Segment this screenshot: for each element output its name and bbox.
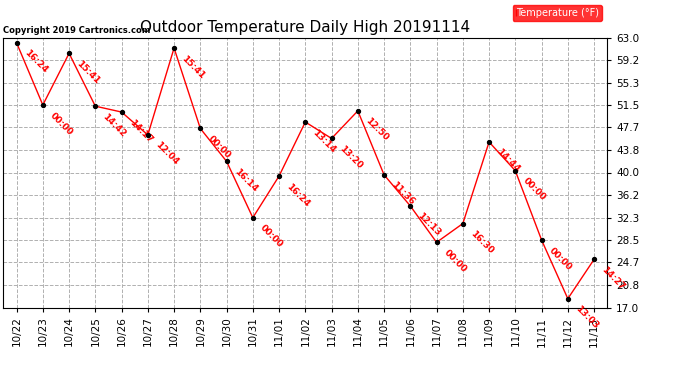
Point	[536, 237, 547, 243]
Text: 13:20: 13:20	[337, 144, 364, 171]
Point	[379, 172, 390, 178]
Text: 00:00: 00:00	[521, 176, 547, 203]
Text: 00:00: 00:00	[206, 134, 232, 160]
Point	[116, 109, 127, 115]
Point	[11, 40, 22, 46]
Point	[326, 135, 337, 141]
Text: 14:44: 14:44	[495, 147, 522, 174]
Point	[63, 50, 75, 56]
Point	[431, 239, 442, 245]
Text: 16:30: 16:30	[469, 229, 495, 256]
Text: 15:41: 15:41	[179, 54, 206, 80]
Text: 14:27: 14:27	[600, 265, 627, 292]
Text: 16:14: 16:14	[232, 167, 259, 194]
Text: 00:00: 00:00	[547, 246, 573, 272]
Point	[510, 168, 521, 174]
Title: Outdoor Temperature Daily High 20191114: Outdoor Temperature Daily High 20191114	[140, 20, 471, 35]
Text: 12:04: 12:04	[153, 141, 180, 167]
Text: 14:17: 14:17	[127, 118, 154, 144]
Point	[484, 139, 495, 145]
Text: 15:41: 15:41	[75, 59, 101, 86]
Point	[168, 45, 179, 51]
Point	[221, 158, 232, 164]
Point	[247, 215, 258, 221]
Point	[405, 203, 416, 209]
Text: 16:24: 16:24	[285, 182, 311, 208]
Text: 00:00: 00:00	[258, 223, 285, 249]
Text: 13:14: 13:14	[311, 128, 337, 154]
Point	[562, 296, 573, 302]
Text: 12:13: 12:13	[416, 211, 442, 238]
Point	[90, 103, 101, 109]
Point	[299, 119, 310, 125]
Text: 00:00: 00:00	[442, 248, 469, 274]
Point	[273, 173, 284, 179]
Text: 12:50: 12:50	[364, 116, 390, 143]
Text: 11:36: 11:36	[390, 180, 416, 207]
Text: 13:03: 13:03	[573, 304, 600, 331]
Legend: Temperature (°F): Temperature (°F)	[513, 4, 602, 21]
Point	[457, 220, 469, 226]
Text: 00:00: 00:00	[48, 111, 75, 137]
Point	[142, 132, 153, 138]
Point	[195, 126, 206, 132]
Text: 16:24: 16:24	[22, 48, 49, 75]
Point	[37, 102, 48, 108]
Point	[589, 256, 600, 262]
Text: Copyright 2019 Cartronics.com: Copyright 2019 Cartronics.com	[3, 26, 151, 35]
Text: 14:42: 14:42	[101, 112, 128, 138]
Point	[353, 108, 364, 114]
